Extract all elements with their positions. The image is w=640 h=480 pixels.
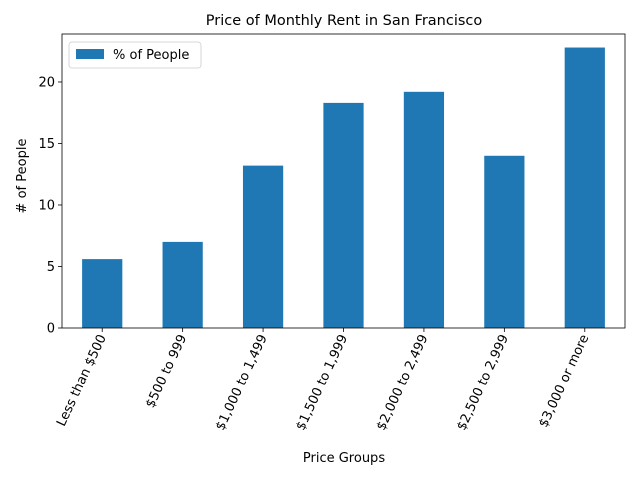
plot-frame bbox=[61, 33, 626, 329]
x-tick-label: $1,500 to 1,999 bbox=[294, 332, 352, 433]
bar bbox=[403, 91, 445, 328]
x-tick-label: $1,000 to 1,499 bbox=[213, 332, 271, 433]
x-tick-label: Less than $500 bbox=[54, 332, 110, 428]
y-axis-title: # of People bbox=[15, 139, 30, 214]
bar bbox=[82, 259, 123, 328]
x-tick-label: $2,500 to 2,999 bbox=[454, 332, 512, 433]
chart-title: Price of Monthly Rent in San Francisco bbox=[206, 13, 483, 29]
y-tick-label: 10 bbox=[38, 198, 55, 213]
bar bbox=[484, 155, 525, 328]
legend-box bbox=[68, 41, 202, 69]
bar bbox=[564, 47, 605, 329]
legend-swatch bbox=[76, 49, 104, 59]
y-tick-label: 20 bbox=[38, 75, 55, 90]
y-axis: 0 5 10 15 20 bbox=[38, 75, 62, 337]
bar bbox=[323, 102, 364, 329]
x-axis: Less than $500 $500 to 999 $1,000 to 1,499… bbox=[54, 328, 592, 433]
x-tick-label: $3,000 or more bbox=[536, 332, 592, 430]
bar bbox=[162, 241, 203, 328]
y-tick-label: 5 bbox=[47, 260, 55, 275]
x-axis-title: Price Groups bbox=[303, 451, 385, 466]
x-tick-label: $500 to 999 bbox=[143, 332, 190, 410]
y-tick-label: 0 bbox=[47, 322, 55, 337]
legend-label: % of People bbox=[113, 48, 189, 63]
legend: % of People bbox=[68, 41, 202, 69]
x-tick-label: $2,000 to 2,499 bbox=[374, 332, 432, 433]
bars-group bbox=[82, 47, 605, 329]
y-tick-label: 15 bbox=[38, 137, 55, 152]
bar bbox=[242, 165, 284, 328]
